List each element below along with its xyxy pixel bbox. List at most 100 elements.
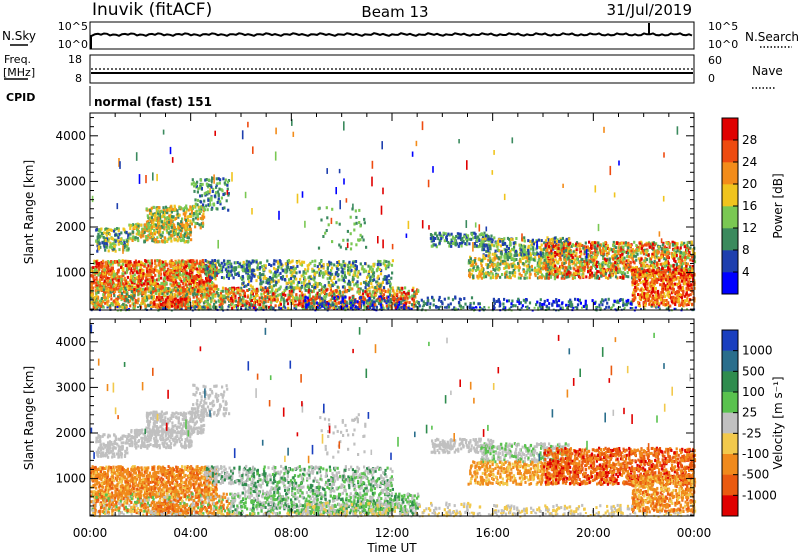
power-cell <box>199 223 202 227</box>
power-cell <box>131 239 134 242</box>
power-cell <box>340 274 344 278</box>
power-cell <box>157 278 160 282</box>
power-cell <box>140 260 143 264</box>
power-cell <box>350 268 353 272</box>
power-cell <box>191 178 194 182</box>
power-cell <box>484 237 487 241</box>
power-cell <box>137 280 140 283</box>
power-cell <box>288 295 291 299</box>
power-cell <box>95 260 98 264</box>
power-cell <box>214 191 217 195</box>
power-cell <box>156 236 159 240</box>
power-cell <box>520 254 524 258</box>
power-cell <box>524 273 527 276</box>
power-cell <box>155 230 158 234</box>
power-cell <box>103 265 106 269</box>
power-cell <box>496 274 499 278</box>
power-cell <box>193 189 196 193</box>
power-cell <box>129 227 132 230</box>
power-cell <box>457 234 460 238</box>
power-cell <box>243 268 246 272</box>
power-cell <box>205 178 208 181</box>
power-cell <box>150 300 153 304</box>
power-cell <box>319 269 322 273</box>
power-cell <box>230 273 233 277</box>
power-cell <box>273 259 276 263</box>
power-cell <box>97 238 100 242</box>
power-cell <box>300 274 303 278</box>
power-cell <box>293 286 296 290</box>
power-cell <box>260 306 263 310</box>
power-cell <box>290 274 293 278</box>
power-cell <box>106 288 109 292</box>
power-cell <box>203 290 206 294</box>
power-cell <box>466 234 470 238</box>
power-cell <box>279 285 282 289</box>
power-cell <box>100 288 103 292</box>
power-cell <box>95 239 98 243</box>
power-cell <box>487 254 490 258</box>
power-cell <box>163 215 166 219</box>
power-cell <box>196 293 199 297</box>
power-cell <box>181 274 184 277</box>
power-cell <box>358 305 361 309</box>
power-cell <box>435 245 438 249</box>
power-cell <box>159 266 162 270</box>
date-title: 31/Jul/2019 <box>607 1 692 19</box>
power-cell <box>152 218 155 222</box>
power-cell <box>527 239 530 243</box>
power-cell <box>342 278 345 282</box>
power-cell <box>509 249 512 253</box>
power-cell <box>100 227 103 231</box>
power-cell <box>214 277 217 281</box>
power-cell <box>147 274 150 278</box>
power-cell <box>536 272 539 276</box>
power-cell <box>367 298 370 302</box>
power-cell <box>451 242 454 245</box>
power-cell <box>144 279 147 283</box>
power-cell <box>270 306 273 310</box>
power-cell <box>150 206 153 210</box>
power-cell <box>183 278 186 281</box>
power-cell <box>169 236 173 240</box>
power-cell <box>389 297 392 301</box>
power-cell <box>247 275 250 278</box>
power-cell <box>176 234 179 238</box>
power-cell <box>302 273 305 277</box>
power-cell <box>140 235 143 239</box>
power-cell <box>309 261 312 265</box>
power-cell <box>227 271 231 275</box>
power-cell <box>154 283 157 287</box>
power-cell <box>163 236 167 240</box>
power-cell <box>442 231 445 235</box>
power-cell <box>178 226 181 230</box>
power-cell <box>113 294 116 298</box>
power-cell <box>482 239 485 243</box>
power-cell <box>95 228 99 231</box>
power-cell <box>318 289 321 292</box>
power-cell <box>222 296 225 300</box>
sky-left-tick-top: 10^5 <box>58 20 88 33</box>
power-cell <box>179 263 183 267</box>
power-cell <box>197 284 200 288</box>
power-cell <box>134 304 137 308</box>
power-cell <box>102 293 105 297</box>
power-cell <box>105 242 108 246</box>
power-cell <box>371 268 374 272</box>
power-cell <box>499 251 502 255</box>
power-cell <box>191 279 194 283</box>
power-cell <box>284 293 287 297</box>
power-cell <box>527 244 530 248</box>
power-cell <box>124 290 127 294</box>
power-cell <box>110 260 113 264</box>
power-cell <box>352 298 355 302</box>
power-cell <box>175 228 178 231</box>
power-cell <box>190 211 193 215</box>
power-cell <box>206 276 209 280</box>
power-cell <box>480 240 483 244</box>
power-cell <box>454 243 457 247</box>
power-cell <box>250 261 253 265</box>
power-cell <box>162 285 165 289</box>
power-cell <box>104 301 107 305</box>
power-cell <box>281 275 285 279</box>
